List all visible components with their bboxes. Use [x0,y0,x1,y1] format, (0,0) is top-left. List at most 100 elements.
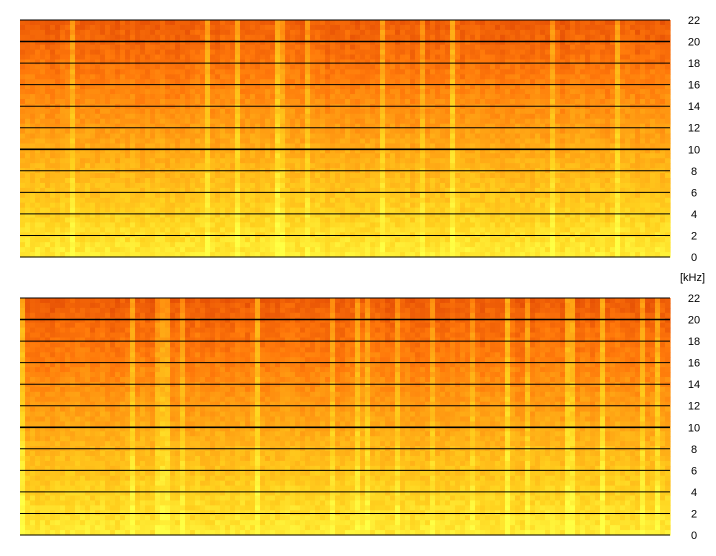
spectrogram-cell [580,178,586,184]
spectrogram-cell [650,29,656,36]
spectrogram-cell [275,74,281,80]
spectrogram-cell [355,173,361,179]
spectrogram-cell [110,143,116,149]
spectrogram-cell [260,128,266,135]
spectrogram-cell [335,103,341,110]
spectrogram-cell [220,143,226,149]
spectrogram-cell [240,123,246,130]
spectrogram-cell [95,24,101,31]
spectrogram-cell [495,182,501,189]
spectrogram-cell [360,113,366,120]
spectrogram-cell [250,64,256,70]
spectrogram-cell [100,158,106,164]
spectrogram-cell [160,64,166,70]
spectrogram-cell [465,138,471,145]
spectrogram-cell [430,79,436,85]
spectrogram-cell [565,197,571,204]
spectrogram-cell [565,44,571,51]
spectrogram-cell [645,99,651,105]
spectrogram-cell [280,178,286,184]
spectrogram-cell [200,94,206,100]
spectrogram-cell [180,39,186,46]
spectrogram-cell [80,29,86,36]
spectrogram-cell [275,84,281,90]
spectrogram-cell [430,138,436,145]
spectrogram-cell [20,64,26,70]
spectrogram-cell [435,143,441,149]
spectrogram-cell [305,64,311,70]
spectrogram-cell [380,49,386,56]
spectrogram-cell [555,108,561,115]
spectrogram-cell [145,74,151,80]
spectrogram-cell [560,148,566,154]
spectrogram-cell [460,39,466,46]
spectrogram-cell [305,148,311,154]
spectrogram-cell [320,153,326,159]
spectrogram-cell [175,34,181,41]
spectrogram-cell [365,74,371,80]
spectrogram-cell [630,94,636,100]
spectrogram-cell [230,99,236,105]
spectrogram-cell [420,39,426,46]
spectrogram-cell [290,44,296,51]
spectrogram-cell [555,89,561,95]
spectrogram-cell [550,49,556,56]
spectrogram-cell [245,24,251,31]
spectrogram-cell [640,69,646,75]
spectrogram-cell [265,197,271,204]
spectrogram-cell [385,113,391,120]
spectrogram-cell [230,20,236,26]
spectrogram-cell [395,24,401,31]
spectrogram-cell [150,54,156,61]
spectrogram-cell [110,84,116,90]
spectrogram-cell [545,69,551,75]
spectrogram-cell [485,69,491,75]
spectrogram-cell [145,133,151,140]
spectrogram-cell [660,59,666,66]
spectrogram-cell [500,163,506,169]
spectrogram-cell [655,99,661,105]
spectrogram-cell [100,94,106,100]
spectrogram-cell [630,108,636,115]
spectrogram-cell [485,24,491,31]
spectrogram-cell [215,173,221,179]
spectrogram-cell [370,20,376,26]
spectrogram-cell [340,163,346,169]
spectrogram-cell [45,158,51,164]
spectrogram-cell [230,64,236,70]
spectrogram-cell [555,39,561,46]
spectrogram-cell [660,34,666,41]
spectrogram-cell [300,173,306,179]
spectrogram-cell [580,123,586,130]
spectrogram-cell [545,103,551,110]
spectrogram-cell [50,108,56,115]
spectrogram-cell [315,54,321,61]
spectrogram-cell [650,94,656,100]
spectrogram-cell [195,103,201,110]
spectrogram-cell [295,49,301,56]
spectrogram-cell [95,44,101,51]
spectrogram-cell [660,202,666,209]
spectrogram-cell [360,187,366,194]
spectrogram-cell [515,59,521,66]
spectrogram-cell [455,202,461,209]
spectrogram-cell [480,49,486,56]
spectrogram-cell [310,103,316,110]
spectrogram-cell [365,173,371,179]
spectrogram-cell [360,29,366,36]
spectrogram-cell [525,113,531,120]
spectrogram-cell [230,89,236,95]
spectrogram-cell [85,64,91,70]
spectrogram-cell [635,99,641,105]
spectrogram-cell [570,173,576,179]
spectrogram-cell [430,94,436,100]
spectrogram-cell [30,118,36,125]
spectrogram-cell [535,59,541,66]
spectrogram-cell [630,133,636,140]
spectrogram-cell [215,44,221,51]
spectrogram-cell [85,44,91,51]
spectrogram-cell [40,163,46,169]
spectrogram-cell [280,143,286,149]
spectrogram-cell [430,178,436,184]
spectrogram-cell [185,79,191,85]
